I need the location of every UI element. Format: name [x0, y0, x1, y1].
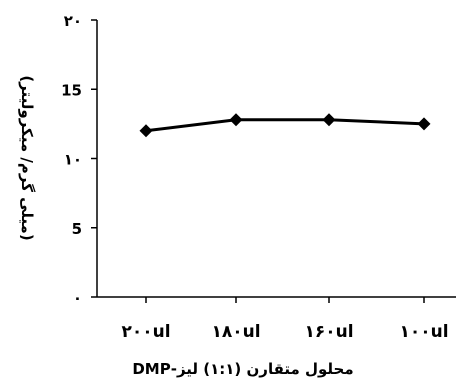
y-ticks: ۰ 5 ۱۰ 15 ۲۰ — [61, 12, 97, 307]
x-tick-label: ۱۰۰ul — [399, 322, 448, 342]
series-layer — [139, 113, 431, 138]
x-ticks: ۲۰۰ul ۱۸۰ul ۱۶۰ul ۱۰۰ul — [121, 297, 449, 342]
y-tick-label: ۰ — [73, 289, 82, 307]
y-tick-label: ۱۰ — [64, 151, 82, 169]
axes — [96, 20, 456, 298]
y-axis-title: (میلی گرم/ میکرولیتر) — [18, 75, 36, 240]
x-axis-title: محلول متقارن (۱:۱) لیز-DMP — [132, 360, 353, 378]
x-tick-label: ۱۸۰ul — [211, 322, 260, 342]
y-tick-label: 15 — [61, 81, 82, 99]
data-point — [139, 124, 153, 138]
y-tick-label: ۲۰ — [64, 12, 82, 30]
y-tick-label: 5 — [72, 220, 82, 238]
x-tick-label: ۲۰۰ul — [121, 322, 170, 342]
series-line — [145, 118, 425, 133]
data-point — [229, 113, 243, 127]
data-point — [417, 117, 431, 131]
x-tick-label: ۱۶۰ul — [304, 322, 353, 342]
data-point — [322, 113, 336, 127]
